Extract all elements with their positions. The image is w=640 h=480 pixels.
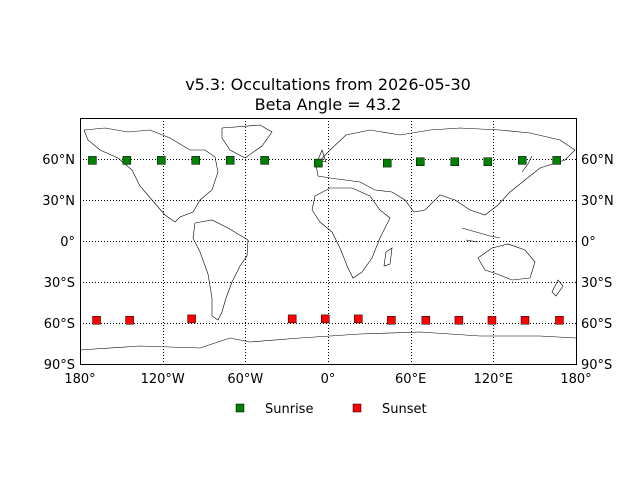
x-tick-label: 60°E xyxy=(395,372,426,387)
sunset-point xyxy=(520,316,530,325)
coastline-south-america xyxy=(192,219,249,321)
coastline-europe-asia xyxy=(315,127,576,216)
sunset-point xyxy=(287,314,297,324)
y-tick-label-left: 60°S xyxy=(44,317,75,332)
sunset-point xyxy=(92,316,101,325)
coastline-antarctica xyxy=(79,331,577,351)
y-tick-label-left: 90°S xyxy=(44,358,75,373)
coastline-japan xyxy=(521,155,533,173)
x-tick-label: 60°W xyxy=(227,372,263,387)
y-tick-label-right: 90°S xyxy=(581,358,612,373)
legend: Sunrise Sunset xyxy=(235,402,427,417)
y-tick-label-left: 30°S xyxy=(44,276,75,291)
chart-subtitle: Beta Angle = 43.2 xyxy=(255,95,402,114)
legend-marker-sunset xyxy=(352,403,362,413)
sunset-point xyxy=(454,316,464,325)
occultation-points xyxy=(88,156,564,325)
coastline-madagascar xyxy=(383,247,393,267)
map-grid xyxy=(80,118,576,364)
sunrise-point xyxy=(157,156,166,165)
y-tick-label-right: 30°N xyxy=(581,194,614,209)
x-tick-label: 120°W xyxy=(141,372,185,387)
plot-frame xyxy=(80,118,577,365)
sunrise-point xyxy=(122,156,132,165)
legend-label-sunset: Sunset xyxy=(382,402,427,417)
y-tick-label-left: 30°N xyxy=(42,194,75,209)
sunset-point xyxy=(354,314,363,324)
x-tick-label: 120°E xyxy=(474,372,514,387)
sunrise-point xyxy=(225,156,235,165)
x-tick-label: 0° xyxy=(321,372,336,387)
sunrise-point xyxy=(382,158,392,168)
sunrise-point xyxy=(314,158,323,168)
sunset-point xyxy=(487,316,497,325)
legend-label-sunrise: Sunrise xyxy=(265,402,313,417)
sunset-point xyxy=(387,316,396,325)
x-tick-label: 180° xyxy=(64,372,95,387)
sunset-point xyxy=(320,314,330,324)
y-tick-label-left: 60°N xyxy=(42,153,75,168)
sunset-point xyxy=(125,316,134,325)
sunrise-point xyxy=(483,157,493,166)
sunset-point xyxy=(187,314,196,324)
sunrise-point xyxy=(88,156,97,165)
y-tick-label-right: 60°N xyxy=(581,153,614,168)
coastline-africa xyxy=(311,187,391,279)
legend-marker-sunrise xyxy=(235,403,245,413)
sunrise-point xyxy=(191,156,200,165)
coastline-indonesia xyxy=(461,227,501,243)
sunrise-point xyxy=(450,157,460,166)
sunset-point xyxy=(421,316,431,325)
sunrise-point xyxy=(260,156,269,165)
sunrise-point xyxy=(416,157,425,166)
y-tick-label-right: 0° xyxy=(581,235,596,250)
sunset-point xyxy=(555,316,564,325)
coastline-north-america xyxy=(83,127,219,223)
x-tick-label: 180° xyxy=(560,372,591,387)
chart-title: v5.3: Occultations from 2026-05-30 xyxy=(185,75,471,94)
y-tick-label-right: 60°S xyxy=(581,317,612,332)
coastline-australia xyxy=(477,243,536,281)
coastline-new-zealand xyxy=(551,279,564,297)
y-tick-label-left: 0° xyxy=(60,235,75,250)
y-tick-label-right: 30°S xyxy=(581,276,612,291)
sunrise-point xyxy=(552,156,561,165)
sunrise-point xyxy=(518,156,527,165)
coastline-greenland xyxy=(221,124,273,159)
world-map xyxy=(79,124,577,351)
axis-tick-labels: 180° 120°W 60°W 0° 60°E 120°E 180° 60°N 60°N 30°N… xyxy=(42,153,614,387)
